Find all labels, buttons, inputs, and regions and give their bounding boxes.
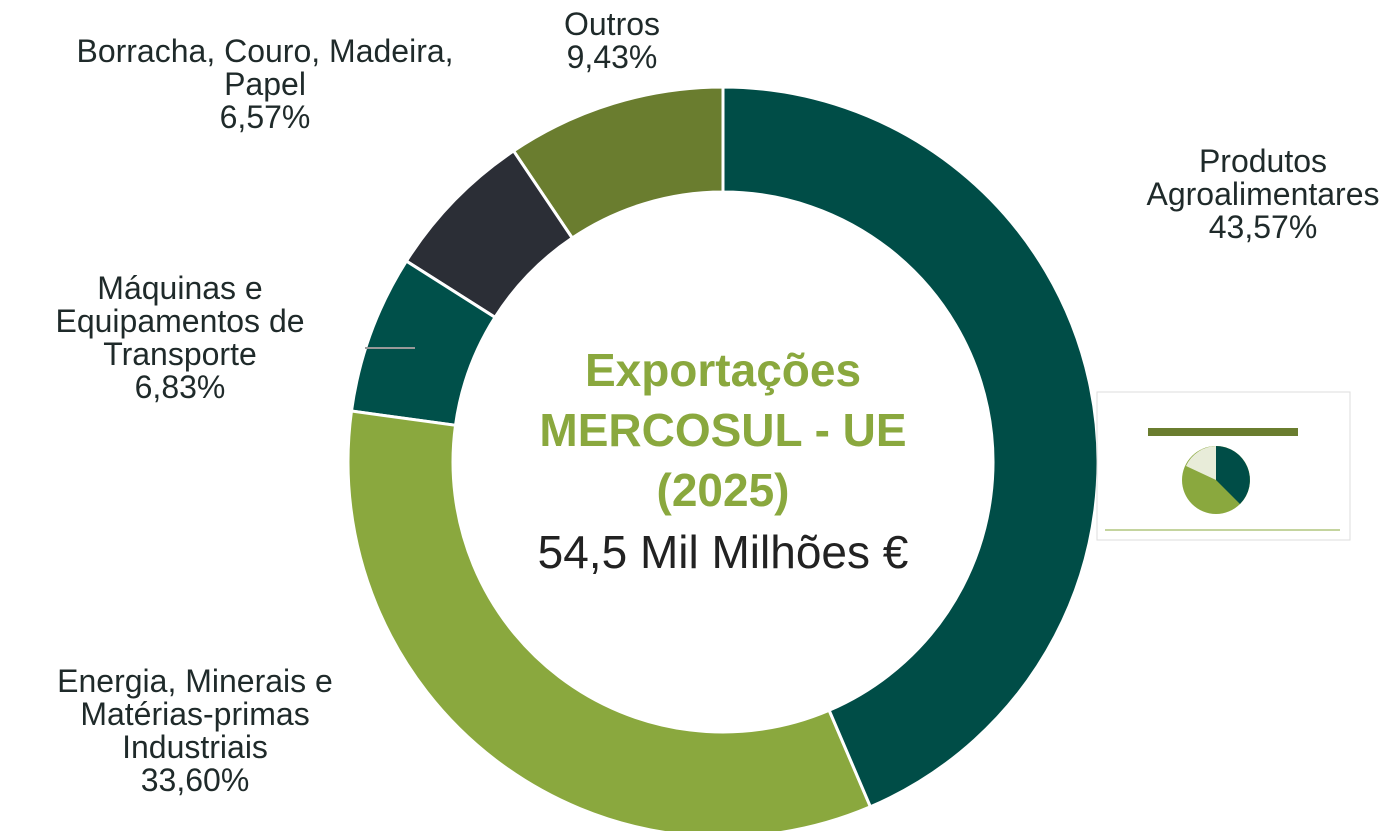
- slice-label: Energia, Minerais e Matérias-primas Indu…: [15, 665, 375, 797]
- category-label: Produtos Agroalimentares: [1146, 143, 1380, 212]
- slice-label: Produtos Agroalimentares 43,57%: [1118, 145, 1400, 244]
- center-subtitle: 54,5 Mil Milhões €: [537, 526, 909, 578]
- slice-label: Borracha, Couro, Madeira, Papel 6,57%: [55, 35, 475, 134]
- category-label: Borracha, Couro, Madeira, Papel: [76, 33, 454, 102]
- value-label: 6,57%: [219, 99, 311, 135]
- donut-slice: [721, 85, 1100, 809]
- slice-label: Outros 9,43%: [532, 8, 692, 74]
- center-title: Exportações MERCOSUL - UE (2025): [539, 344, 907, 516]
- category-label: Energia, Minerais e Matérias-primas Indu…: [57, 663, 333, 765]
- donut-slice: [404, 148, 575, 320]
- category-label: Outros: [563, 6, 661, 42]
- value-label: 33,60%: [140, 762, 250, 798]
- thumbnail: [1096, 391, 1351, 541]
- donut-slice: [349, 258, 498, 427]
- value-label: 6,83%: [134, 369, 226, 405]
- value-label: 43,57%: [1208, 209, 1318, 245]
- donut-slice: [346, 409, 873, 831]
- slice-label: Máquinas e Equipamentos de Transporte 6,8…: [55, 272, 305, 404]
- category-label: Máquinas e Equipamentos de Transporte: [55, 270, 305, 372]
- value-label: 9,43%: [566, 39, 658, 75]
